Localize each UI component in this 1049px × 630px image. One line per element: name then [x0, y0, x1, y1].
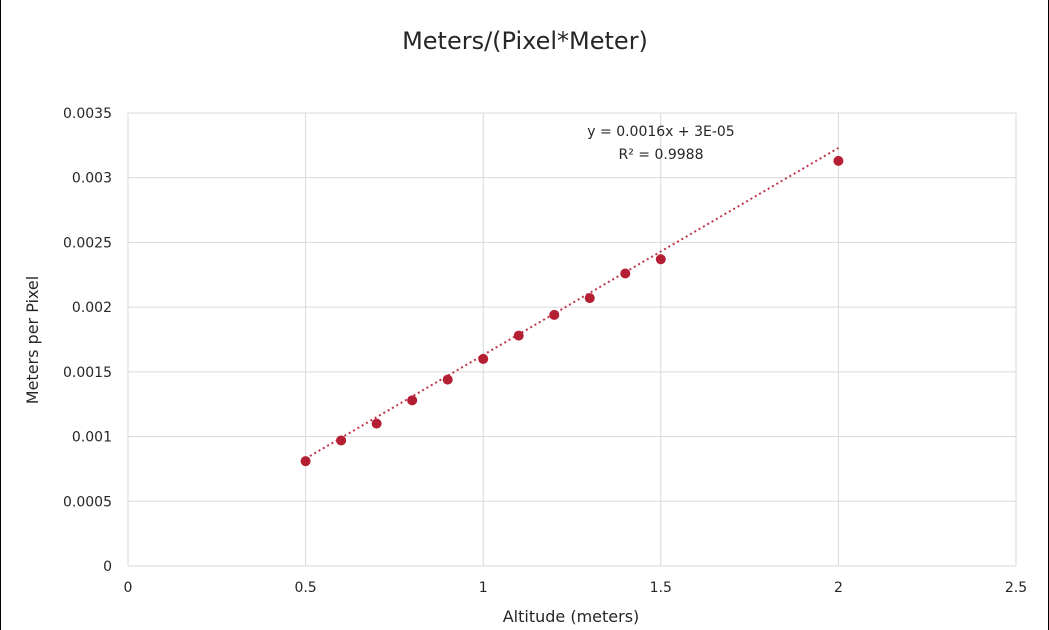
y-tick-labels: 0 0.0005 0.001 0.0015 0.002 0.0025 0.003 0.0035	[63, 106, 112, 575]
y-axis-label: Meters per Pixel	[23, 276, 42, 404]
data-point	[478, 353, 489, 364]
y-tick-label: 0.0005	[63, 494, 112, 510]
data-point	[407, 395, 418, 406]
trendline-r-squared: R² = 0.9988	[619, 147, 704, 163]
x-tick-label: 2	[834, 580, 843, 596]
data-point	[442, 374, 453, 385]
data-point	[513, 330, 524, 341]
x-tick-label: 1.5	[650, 580, 672, 596]
data-point	[584, 293, 595, 304]
data-point	[620, 268, 631, 279]
chart-title: Meters/(Pixel*Meter)	[402, 27, 648, 55]
x-tick-labels: 0 0.5 1 1.5 2 2.5	[124, 580, 1028, 596]
x-tick-label: 0	[124, 580, 133, 596]
data-point	[549, 309, 560, 320]
x-tick-label: 1	[479, 580, 488, 596]
data-point	[300, 456, 311, 467]
y-tick-label: 0.0015	[63, 365, 112, 381]
y-tick-label: 0.0035	[63, 106, 112, 122]
data-point	[336, 435, 347, 446]
x-axis-label: Altitude (meters)	[503, 607, 640, 626]
data-point	[655, 254, 666, 265]
y-tick-label: 0	[103, 559, 112, 575]
trendline-equation: y = 0.0016x + 3E-05	[587, 124, 734, 140]
vertical-gridlines	[127, 113, 1017, 566]
y-tick-label: 0.002	[72, 300, 112, 316]
x-tick-label: 0.5	[294, 580, 316, 596]
y-tick-label: 0.001	[72, 430, 112, 446]
data-point	[371, 418, 382, 429]
y-tick-label: 0.003	[72, 171, 112, 187]
x-tick-label: 2.5	[1005, 580, 1027, 596]
trendline	[305, 147, 839, 460]
data-point	[833, 155, 844, 166]
data-points	[300, 155, 844, 467]
horizontal-gridlines	[128, 112, 1016, 567]
y-tick-label: 0.0025	[63, 235, 112, 251]
